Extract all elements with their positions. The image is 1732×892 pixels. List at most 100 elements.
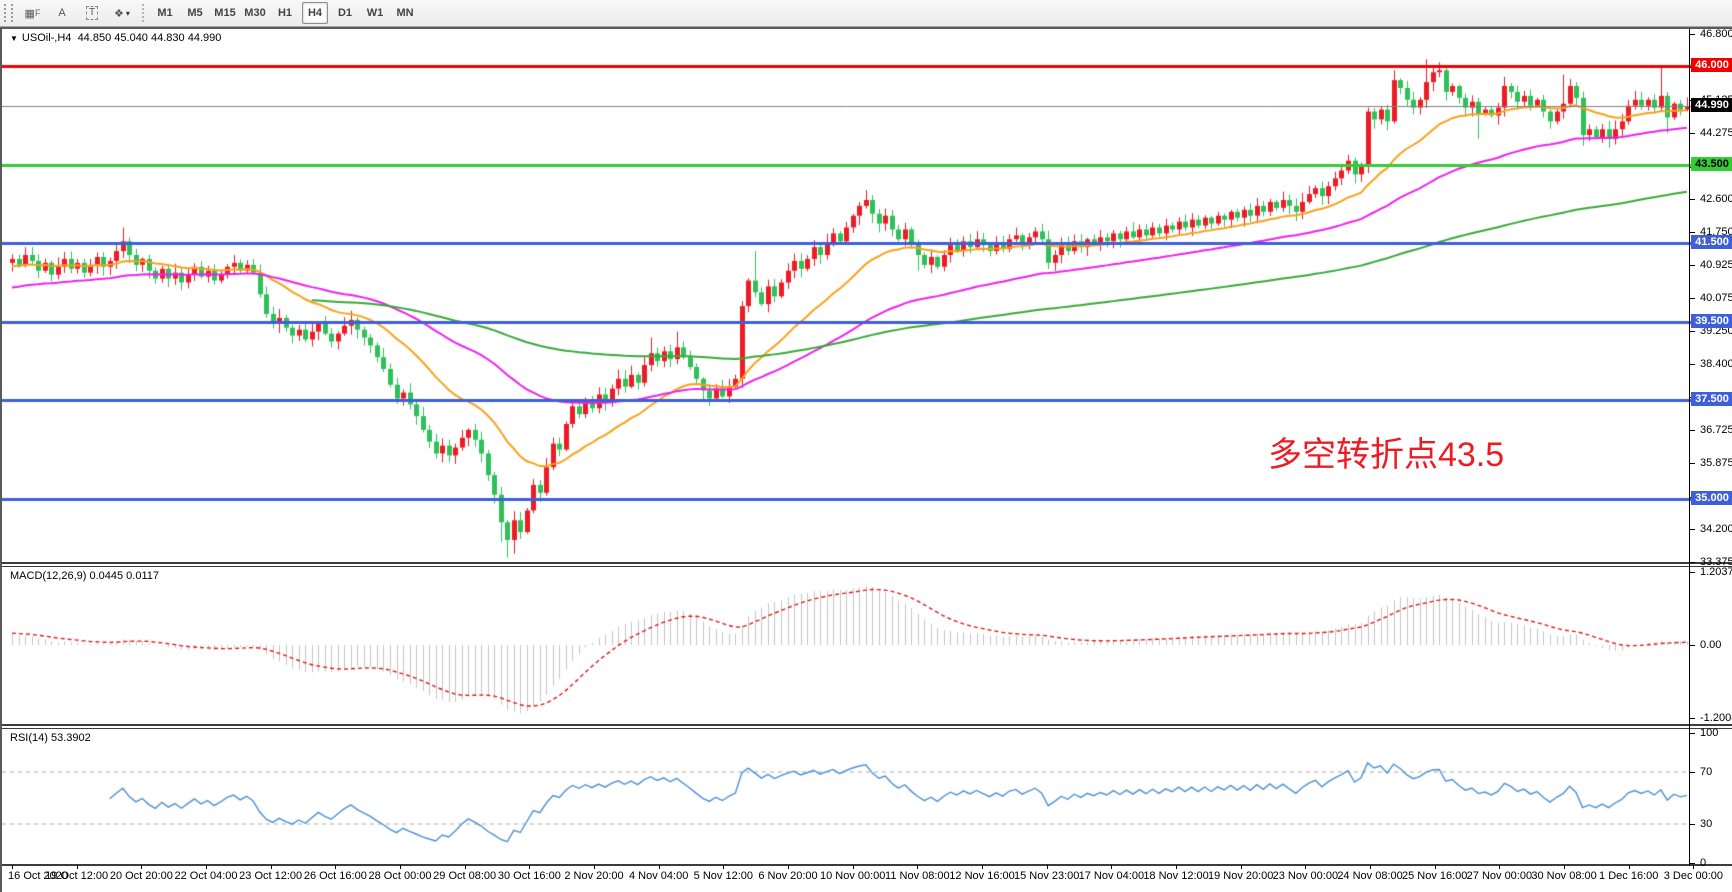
time-axis-label: 27 Nov 00:00 bbox=[1466, 870, 1533, 882]
chart-window: ▼ USOil-,H4 44.850 45.040 44.830 44.990 多… bbox=[0, 27, 1732, 892]
price-tick-mark bbox=[1690, 298, 1695, 300]
time-tick-mark bbox=[594, 865, 595, 869]
time-tick-mark bbox=[1435, 865, 1436, 869]
panel-separator-rsi-timeaxis bbox=[2, 864, 1732, 866]
price-chart-canvas[interactable] bbox=[2, 30, 1691, 562]
timeframe-button-H4[interactable]: H4 bbox=[302, 2, 328, 24]
time-tick-mark bbox=[206, 865, 207, 869]
time-tick-mark bbox=[77, 865, 78, 869]
time-axis-label: 19 Nov 20:00 bbox=[1207, 870, 1274, 882]
time-axis-label: 6 Nov 20:00 bbox=[758, 870, 818, 882]
palette-dropdown-icon-button[interactable]: ❖ ▾ bbox=[114, 7, 130, 20]
timeframe-buttons: M1 M5 M15 M30 H1 H4 D1 W1 MN bbox=[150, 2, 420, 24]
price-tick-label: 34.200 bbox=[1700, 523, 1732, 536]
time-tick-mark bbox=[400, 865, 401, 869]
timeframe-button-D1[interactable]: D1 bbox=[337, 7, 353, 19]
price-tick-label: 38.400 bbox=[1700, 358, 1732, 371]
price-tick-label: 42.600 bbox=[1700, 192, 1732, 205]
indicator-tick-mark bbox=[1690, 572, 1695, 573]
time-axis-label: 23 Oct 12:00 bbox=[239, 870, 303, 882]
timeframe-button-M15[interactable]: M15 bbox=[214, 7, 236, 19]
time-tick-mark bbox=[1499, 865, 1500, 869]
time-tick-mark bbox=[529, 865, 530, 869]
indicator-tick-label: 0 bbox=[1700, 857, 1707, 869]
timeframe-button-MN[interactable]: MN bbox=[396, 7, 414, 19]
price-tick-label: 40.075 bbox=[1700, 292, 1732, 305]
panel-separator-main-macd[interactable] bbox=[2, 562, 1732, 567]
letter-a-icon-button[interactable]: A bbox=[49, 2, 75, 24]
indicator-tick-mark bbox=[1690, 718, 1695, 719]
chevron-down-icon[interactable]: ▼ bbox=[10, 34, 18, 43]
time-tick-mark bbox=[659, 865, 660, 869]
annotation-text: 多空转折点43.5 bbox=[1268, 436, 1505, 474]
ohlc-low: 44.830 bbox=[151, 32, 185, 44]
time-tick-mark bbox=[1241, 865, 1242, 869]
indicator-tick-mark bbox=[1690, 645, 1695, 647]
rsi-canvas[interactable] bbox=[2, 729, 1691, 864]
time-tick-mark bbox=[917, 865, 918, 869]
time-axis-label: 29 Oct 08:00 bbox=[433, 870, 497, 882]
price-line-label-37.500: 37.500 bbox=[1691, 392, 1732, 407]
chart-grid-icon-button[interactable]: ▦ F bbox=[24, 7, 41, 20]
time-axis-label: 17 Nov 04:00 bbox=[1078, 870, 1145, 882]
price-line-label-41.500: 41.500 bbox=[1691, 235, 1732, 250]
price-tick-mark bbox=[1690, 463, 1695, 465]
timeframe-button-M30[interactable]: M30 bbox=[244, 7, 266, 19]
macd-canvas[interactable] bbox=[2, 567, 1691, 724]
time-axis-label: 25 Nov 16:00 bbox=[1401, 870, 1468, 882]
indicator-tick-label: 100 bbox=[1700, 727, 1719, 739]
time-tick-mark bbox=[1564, 865, 1565, 869]
time-tick-mark bbox=[788, 865, 789, 869]
time-tick-mark bbox=[1176, 865, 1177, 869]
indicator-tick-label: 30 bbox=[1700, 818, 1713, 830]
toolbar-drag-handle[interactable] bbox=[4, 4, 13, 22]
time-tick-mark bbox=[465, 865, 466, 869]
price-line-label-43.500: 43.500 bbox=[1691, 156, 1732, 171]
time-axis-label: 16 Oct 2020 bbox=[8, 870, 68, 882]
price-tick-mark bbox=[1690, 33, 1695, 35]
toolbar: ▦ F A T ❖ ▾ M1 M5 M15 M30 H1 H4 D1 W1 MN bbox=[0, 0, 1732, 27]
price-tick-mark bbox=[1690, 264, 1695, 266]
price-tick-mark bbox=[1690, 364, 1695, 366]
time-tick-mark bbox=[1305, 865, 1306, 869]
indicator-tick-label: -1.2008 bbox=[1700, 712, 1732, 724]
ohlc-open: 44.850 bbox=[77, 32, 112, 44]
text-tool-icon-button[interactable]: T bbox=[79, 2, 105, 24]
time-tick-mark bbox=[1111, 865, 1112, 869]
time-axis-label: 1 Dec 16:00 bbox=[1599, 870, 1659, 882]
rsi-indicator-label: RSI(14) 53.3902 bbox=[10, 732, 91, 744]
time-axis-label: 30 Oct 16:00 bbox=[497, 870, 561, 882]
timeframe-button-M1[interactable]: M1 bbox=[157, 7, 173, 19]
price-tick-label: 40.925 bbox=[1700, 258, 1732, 271]
time-axis-label: 22 Oct 04:00 bbox=[174, 870, 238, 882]
timeframe-button-M5[interactable]: M5 bbox=[187, 7, 203, 19]
price-tick-mark bbox=[1690, 429, 1695, 431]
ohlc-close: 44.990 bbox=[187, 32, 222, 44]
time-axis-label: 10 Nov 00:00 bbox=[819, 870, 886, 882]
time-tick-mark bbox=[982, 865, 983, 869]
time-tick-mark bbox=[853, 865, 854, 869]
time-axis-label: 3 Dec 00:00 bbox=[1663, 870, 1724, 882]
symbol-name: USOil-,H4 bbox=[21, 32, 72, 44]
indicator-tick-label: 0.00 bbox=[1700, 639, 1722, 652]
price-tick-label: 35.875 bbox=[1700, 457, 1732, 470]
time-axis-label: 5 Nov 12:00 bbox=[693, 870, 754, 882]
time-axis-label: 30 Nov 08:00 bbox=[1531, 870, 1597, 882]
text-tool-icon: T bbox=[85, 6, 99, 20]
time-tick-mark bbox=[1693, 865, 1694, 869]
price-tick-mark bbox=[1690, 133, 1695, 135]
timeframe-button-W1[interactable]: W1 bbox=[366, 7, 384, 19]
timeframe-button-H1[interactable]: H1 bbox=[277, 7, 293, 19]
indicator-tick-label: 70 bbox=[1700, 766, 1713, 778]
price-tick-mark bbox=[1690, 529, 1695, 531]
price-tick-mark bbox=[1690, 561, 1695, 563]
time-tick-mark bbox=[1370, 865, 1371, 869]
chart-symbol-title[interactable]: ▼ USOil-,H4 44.850 45.040 44.830 44.990 bbox=[10, 32, 221, 44]
price-tick-label: 46.800 bbox=[1700, 27, 1732, 40]
price-tick-mark bbox=[1690, 330, 1695, 332]
time-axis-label: 26 Oct 16:00 bbox=[303, 870, 367, 882]
price-axis-line bbox=[1689, 29, 1690, 866]
price-tick-label: 44.275 bbox=[1700, 127, 1732, 140]
time-tick-mark bbox=[335, 865, 336, 869]
panel-separator-macd-rsi[interactable] bbox=[2, 724, 1732, 729]
